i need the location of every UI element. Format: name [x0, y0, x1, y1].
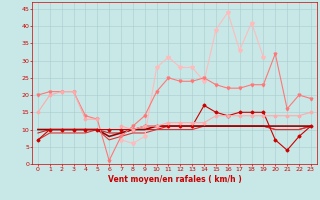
X-axis label: Vent moyen/en rafales ( km/h ): Vent moyen/en rafales ( km/h ) — [108, 175, 241, 184]
